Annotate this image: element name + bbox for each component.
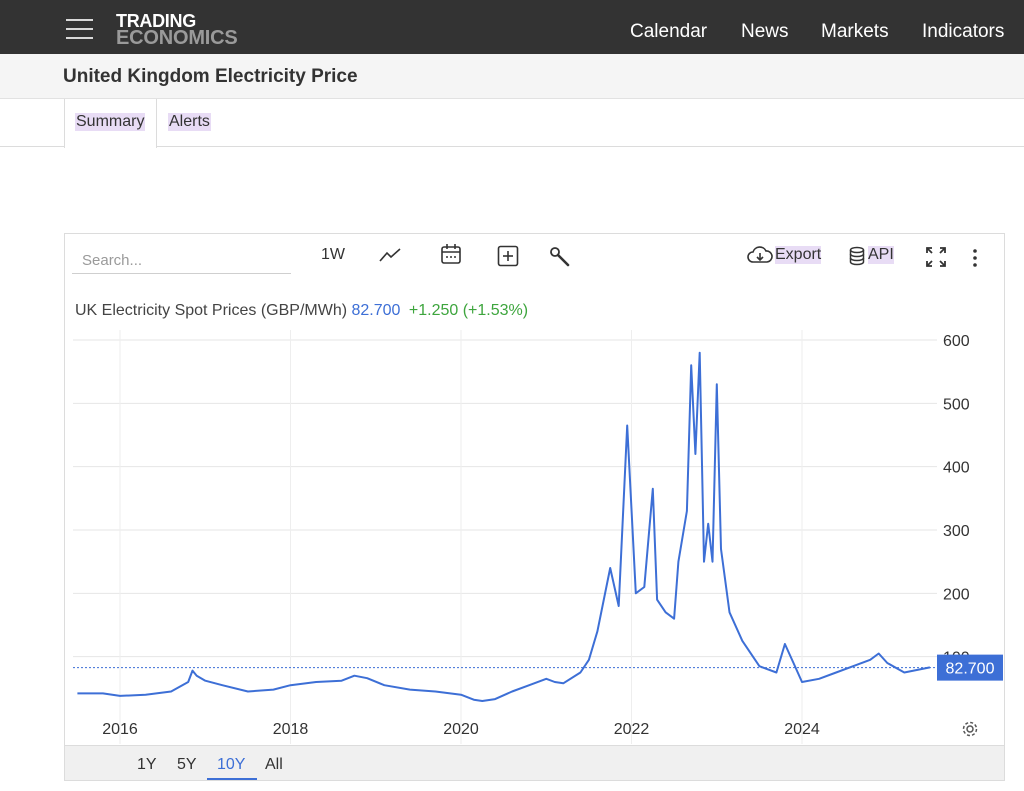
range-active-indicator bbox=[207, 778, 257, 780]
y-tick-label: 200 bbox=[943, 586, 970, 603]
legend-series-name: UK Electricity Spot Prices (GBP/MWh) bbox=[75, 302, 348, 319]
calendar-icon[interactable] bbox=[440, 243, 462, 270]
range-10y[interactable]: 10Y bbox=[217, 756, 246, 773]
title-bar: United Kingdom Electricity Price bbox=[0, 54, 1024, 99]
line-chart-icon[interactable] bbox=[379, 246, 401, 269]
page-title: United Kingdom Electricity Price bbox=[63, 66, 358, 87]
range-all[interactable]: All bbox=[265, 756, 283, 773]
x-tick-label: 2018 bbox=[273, 721, 309, 738]
x-tick-label: 2024 bbox=[784, 721, 820, 738]
more-vertical-icon[interactable] bbox=[971, 248, 979, 273]
range-1y[interactable]: 1Y bbox=[137, 756, 157, 773]
legend-change: +1.250 (+1.53%) bbox=[408, 302, 529, 319]
nav-link-calendar[interactable]: Calendar bbox=[630, 21, 708, 42]
chart-panel: 1W Export API UK Electricity Spot Prices… bbox=[64, 233, 1005, 781]
y-tick-label: 400 bbox=[943, 460, 970, 477]
x-tick-label: 2022 bbox=[614, 721, 650, 738]
y-tick-label: 600 bbox=[943, 333, 970, 350]
logo-line2: ECONOMICS bbox=[116, 27, 238, 49]
cloud-download-icon[interactable] bbox=[747, 246, 773, 271]
last-value-box bbox=[937, 654, 1003, 681]
x-tick-label: 2020 bbox=[443, 721, 479, 738]
database-icon[interactable] bbox=[849, 246, 865, 271]
compare-plus-icon[interactable] bbox=[497, 245, 519, 272]
settings-gear-icon[interactable] bbox=[960, 719, 980, 744]
top-navigation-bar: TRADING ECONOMICS Calendar News Markets … bbox=[0, 0, 1024, 54]
interval-selector[interactable]: 1W bbox=[321, 246, 345, 263]
hamburger-menu-icon[interactable] bbox=[66, 19, 93, 39]
wrench-icon[interactable] bbox=[549, 246, 571, 273]
chart-legend: UK Electricity Spot Prices (GBP/MWh) 82.… bbox=[75, 302, 528, 320]
nav-link-markets[interactable]: Markets bbox=[821, 21, 889, 42]
last-value-label: 82.700 bbox=[946, 661, 995, 678]
search-input[interactable] bbox=[72, 248, 291, 274]
fullscreen-icon[interactable] bbox=[925, 246, 947, 273]
nav-link-news[interactable]: News bbox=[741, 21, 789, 42]
tab-bar: Summary Alerts bbox=[0, 99, 1024, 148]
price-line-chart[interactable]: 1002003004005006002016201820202022202482… bbox=[65, 274, 1004, 744]
x-tick-label: 2016 bbox=[102, 721, 138, 738]
export-button[interactable]: Export bbox=[775, 246, 822, 264]
range-5y[interactable]: 5Y bbox=[177, 756, 197, 773]
tab-summary[interactable]: Summary bbox=[64, 99, 157, 148]
y-tick-label: 300 bbox=[943, 523, 970, 540]
logo-line1: TRADING bbox=[116, 11, 196, 31]
tab-alerts[interactable]: Alerts bbox=[168, 113, 211, 131]
api-button[interactable]: API bbox=[868, 246, 894, 264]
legend-last-value: 82.700 bbox=[351, 302, 401, 319]
y-tick-label: 500 bbox=[943, 396, 970, 413]
nav-link-indicators[interactable]: Indicators bbox=[922, 21, 1005, 42]
range-selector-bar: 1Y 5Y 10Y All bbox=[65, 745, 1004, 780]
tab-summary-label[interactable]: Summary bbox=[75, 113, 146, 131]
site-logo[interactable]: TRADING ECONOMICS bbox=[116, 11, 238, 49]
